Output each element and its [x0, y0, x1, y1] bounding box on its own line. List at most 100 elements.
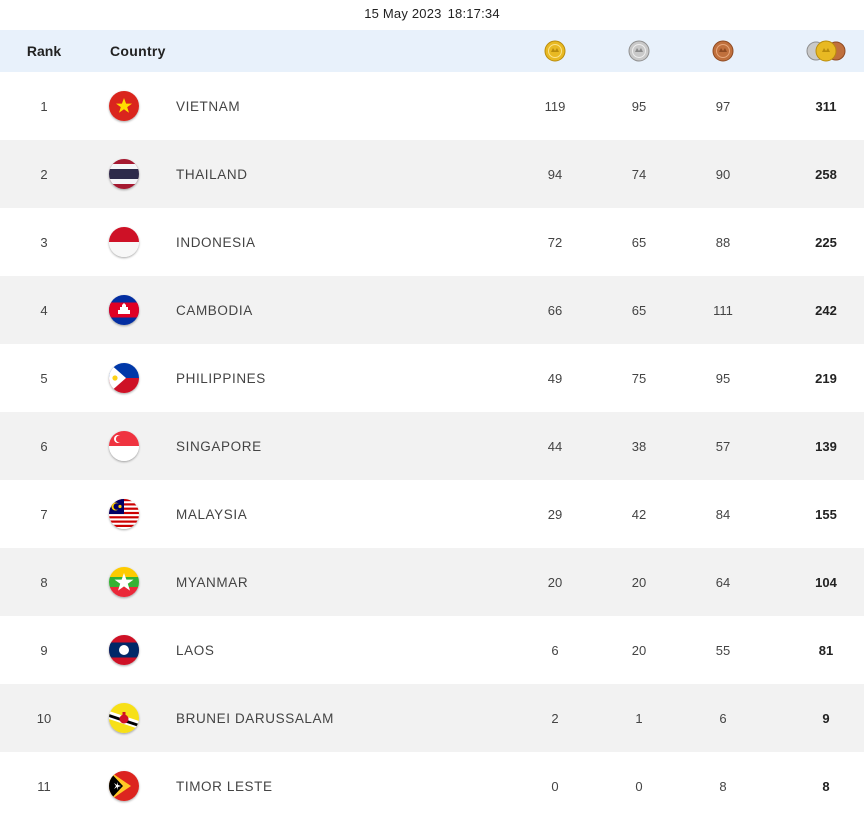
table-row[interactable]: 5 PHILIPPINES 49 75 95 219 — [0, 344, 864, 412]
brunei-flag-icon — [109, 703, 139, 733]
gold-count: 119 — [544, 98, 566, 114]
gold-count: 2 — [551, 710, 559, 726]
table-row[interactable]: 11 TIMOR LESTE 0 0 8 8 — [0, 752, 864, 820]
bronze-count: 6 — [719, 710, 727, 726]
last-updated-timestamp: 15 May 2023 18:17:34 — [0, 0, 864, 30]
silver-count: 1 — [635, 710, 643, 726]
gold-count: 6 — [551, 642, 559, 658]
silver-count: 38 — [631, 438, 647, 454]
total-count: 311 — [815, 98, 837, 114]
country-name[interactable]: MYANMAR — [176, 574, 249, 590]
table-header: Rank Country — [0, 30, 864, 72]
bronze-count: 55 — [715, 642, 731, 658]
bronze-count: 57 — [715, 438, 731, 454]
bronze-count: 84 — [715, 506, 731, 522]
rank-cell: 2 — [40, 166, 48, 182]
bronze-count: 97 — [715, 98, 731, 114]
total-count: 225 — [815, 234, 837, 250]
total-count: 258 — [815, 166, 837, 182]
bronze-count: 90 — [715, 166, 731, 182]
total-count: 8 — [822, 778, 830, 794]
laos-flag-icon — [109, 635, 139, 665]
country-name[interactable]: INDONESIA — [176, 234, 256, 250]
table-row[interactable]: 6 SINGAPORE 44 38 57 139 — [0, 412, 864, 480]
bronze-count: 95 — [715, 370, 731, 386]
gold-column-header[interactable] — [525, 30, 585, 72]
philippines-flag-icon — [109, 363, 139, 393]
total-count: 81 — [818, 642, 834, 658]
gold-medal-icon — [544, 40, 566, 62]
bronze-count: 64 — [715, 574, 731, 590]
silver-count: 75 — [631, 370, 647, 386]
silver-count: 42 — [631, 506, 647, 522]
country-name[interactable]: VIETNAM — [176, 98, 241, 114]
silver-count: 95 — [631, 98, 647, 114]
table-row[interactable]: 10 BRUNEI DARUSSALAM 2 1 6 9 — [0, 684, 864, 752]
rank-cell: 10 — [36, 710, 52, 726]
total-count: 219 — [815, 370, 837, 386]
total-count: 242 — [815, 302, 837, 318]
indonesia-flag-icon — [109, 227, 139, 257]
total-count: 139 — [815, 438, 837, 454]
silver-count: 20 — [631, 574, 647, 590]
country-name[interactable]: CAMBODIA — [176, 302, 253, 318]
bronze-count: 111 — [713, 302, 733, 318]
gold-count: 66 — [547, 302, 563, 318]
silver-medal-icon — [628, 40, 650, 62]
rank-cell: 8 — [40, 574, 48, 590]
silver-count: 20 — [631, 642, 647, 658]
table-row[interactable]: 7 MALAYSIA 29 42 84 155 — [0, 480, 864, 548]
timestamp-date: 15 May 2023 — [364, 6, 442, 21]
timestamp-time: 18:17:34 — [447, 6, 500, 21]
country-name[interactable]: PHILIPPINES — [176, 370, 266, 386]
bronze-count: 8 — [719, 778, 727, 794]
total-medals-icon — [806, 40, 846, 62]
gold-count: 49 — [547, 370, 563, 386]
table-row[interactable]: 8 MYANMAR 20 20 64 104 — [0, 548, 864, 616]
table-row[interactable]: 3 INDONESIA 72 65 88 225 — [0, 208, 864, 276]
country-column-header[interactable]: Country — [110, 43, 166, 59]
bronze-count: 88 — [715, 234, 731, 250]
gold-count: 72 — [547, 234, 563, 250]
rank-cell: 1 — [40, 98, 48, 114]
country-name[interactable]: MALAYSIA — [176, 506, 248, 522]
total-column-header[interactable] — [796, 30, 856, 72]
cambodia-flag-icon — [109, 295, 139, 325]
silver-column-header[interactable] — [609, 30, 669, 72]
table-row[interactable]: 9 LAOS 6 20 55 81 — [0, 616, 864, 684]
timor-leste-flag-icon — [109, 771, 139, 801]
rank-cell: 11 — [37, 778, 51, 794]
rank-cell: 9 — [40, 642, 48, 658]
bronze-column-header[interactable] — [693, 30, 753, 72]
table-row[interactable]: 1 VIETNAM 119 95 97 311 — [0, 72, 864, 140]
bronze-medal-icon — [712, 40, 734, 62]
table-row[interactable]: 4 CAMBODIA 66 65 111 242 — [0, 276, 864, 344]
rank-cell: 3 — [40, 234, 48, 250]
silver-count: 74 — [631, 166, 647, 182]
rank-cell: 4 — [40, 302, 48, 318]
rank-column-header[interactable]: Rank — [26, 43, 62, 59]
country-name[interactable]: BRUNEI DARUSSALAM — [176, 710, 334, 726]
gold-count: 44 — [547, 438, 563, 454]
malaysia-flag-icon — [109, 499, 139, 529]
silver-count: 0 — [635, 778, 643, 794]
silver-count: 65 — [631, 302, 647, 318]
country-name[interactable]: LAOS — [176, 642, 215, 658]
gold-count: 94 — [547, 166, 563, 182]
gold-count: 20 — [547, 574, 563, 590]
gold-count: 29 — [547, 506, 563, 522]
gold-count: 0 — [551, 778, 559, 794]
singapore-flag-icon — [109, 431, 139, 461]
country-name[interactable]: TIMOR LESTE — [176, 778, 273, 794]
total-count: 155 — [815, 506, 837, 522]
myanmar-flag-icon — [109, 567, 139, 597]
vietnam-flag-icon — [109, 91, 139, 121]
country-name[interactable]: SINGAPORE — [176, 438, 262, 454]
silver-count: 65 — [631, 234, 647, 250]
medal-table: Rank Country — [0, 30, 864, 820]
rank-cell: 6 — [40, 438, 48, 454]
table-row[interactable]: 2 THAILAND 94 74 90 258 — [0, 140, 864, 208]
thailand-flag-icon — [109, 159, 139, 189]
country-name[interactable]: THAILAND — [176, 166, 248, 182]
rank-cell: 5 — [40, 370, 48, 386]
